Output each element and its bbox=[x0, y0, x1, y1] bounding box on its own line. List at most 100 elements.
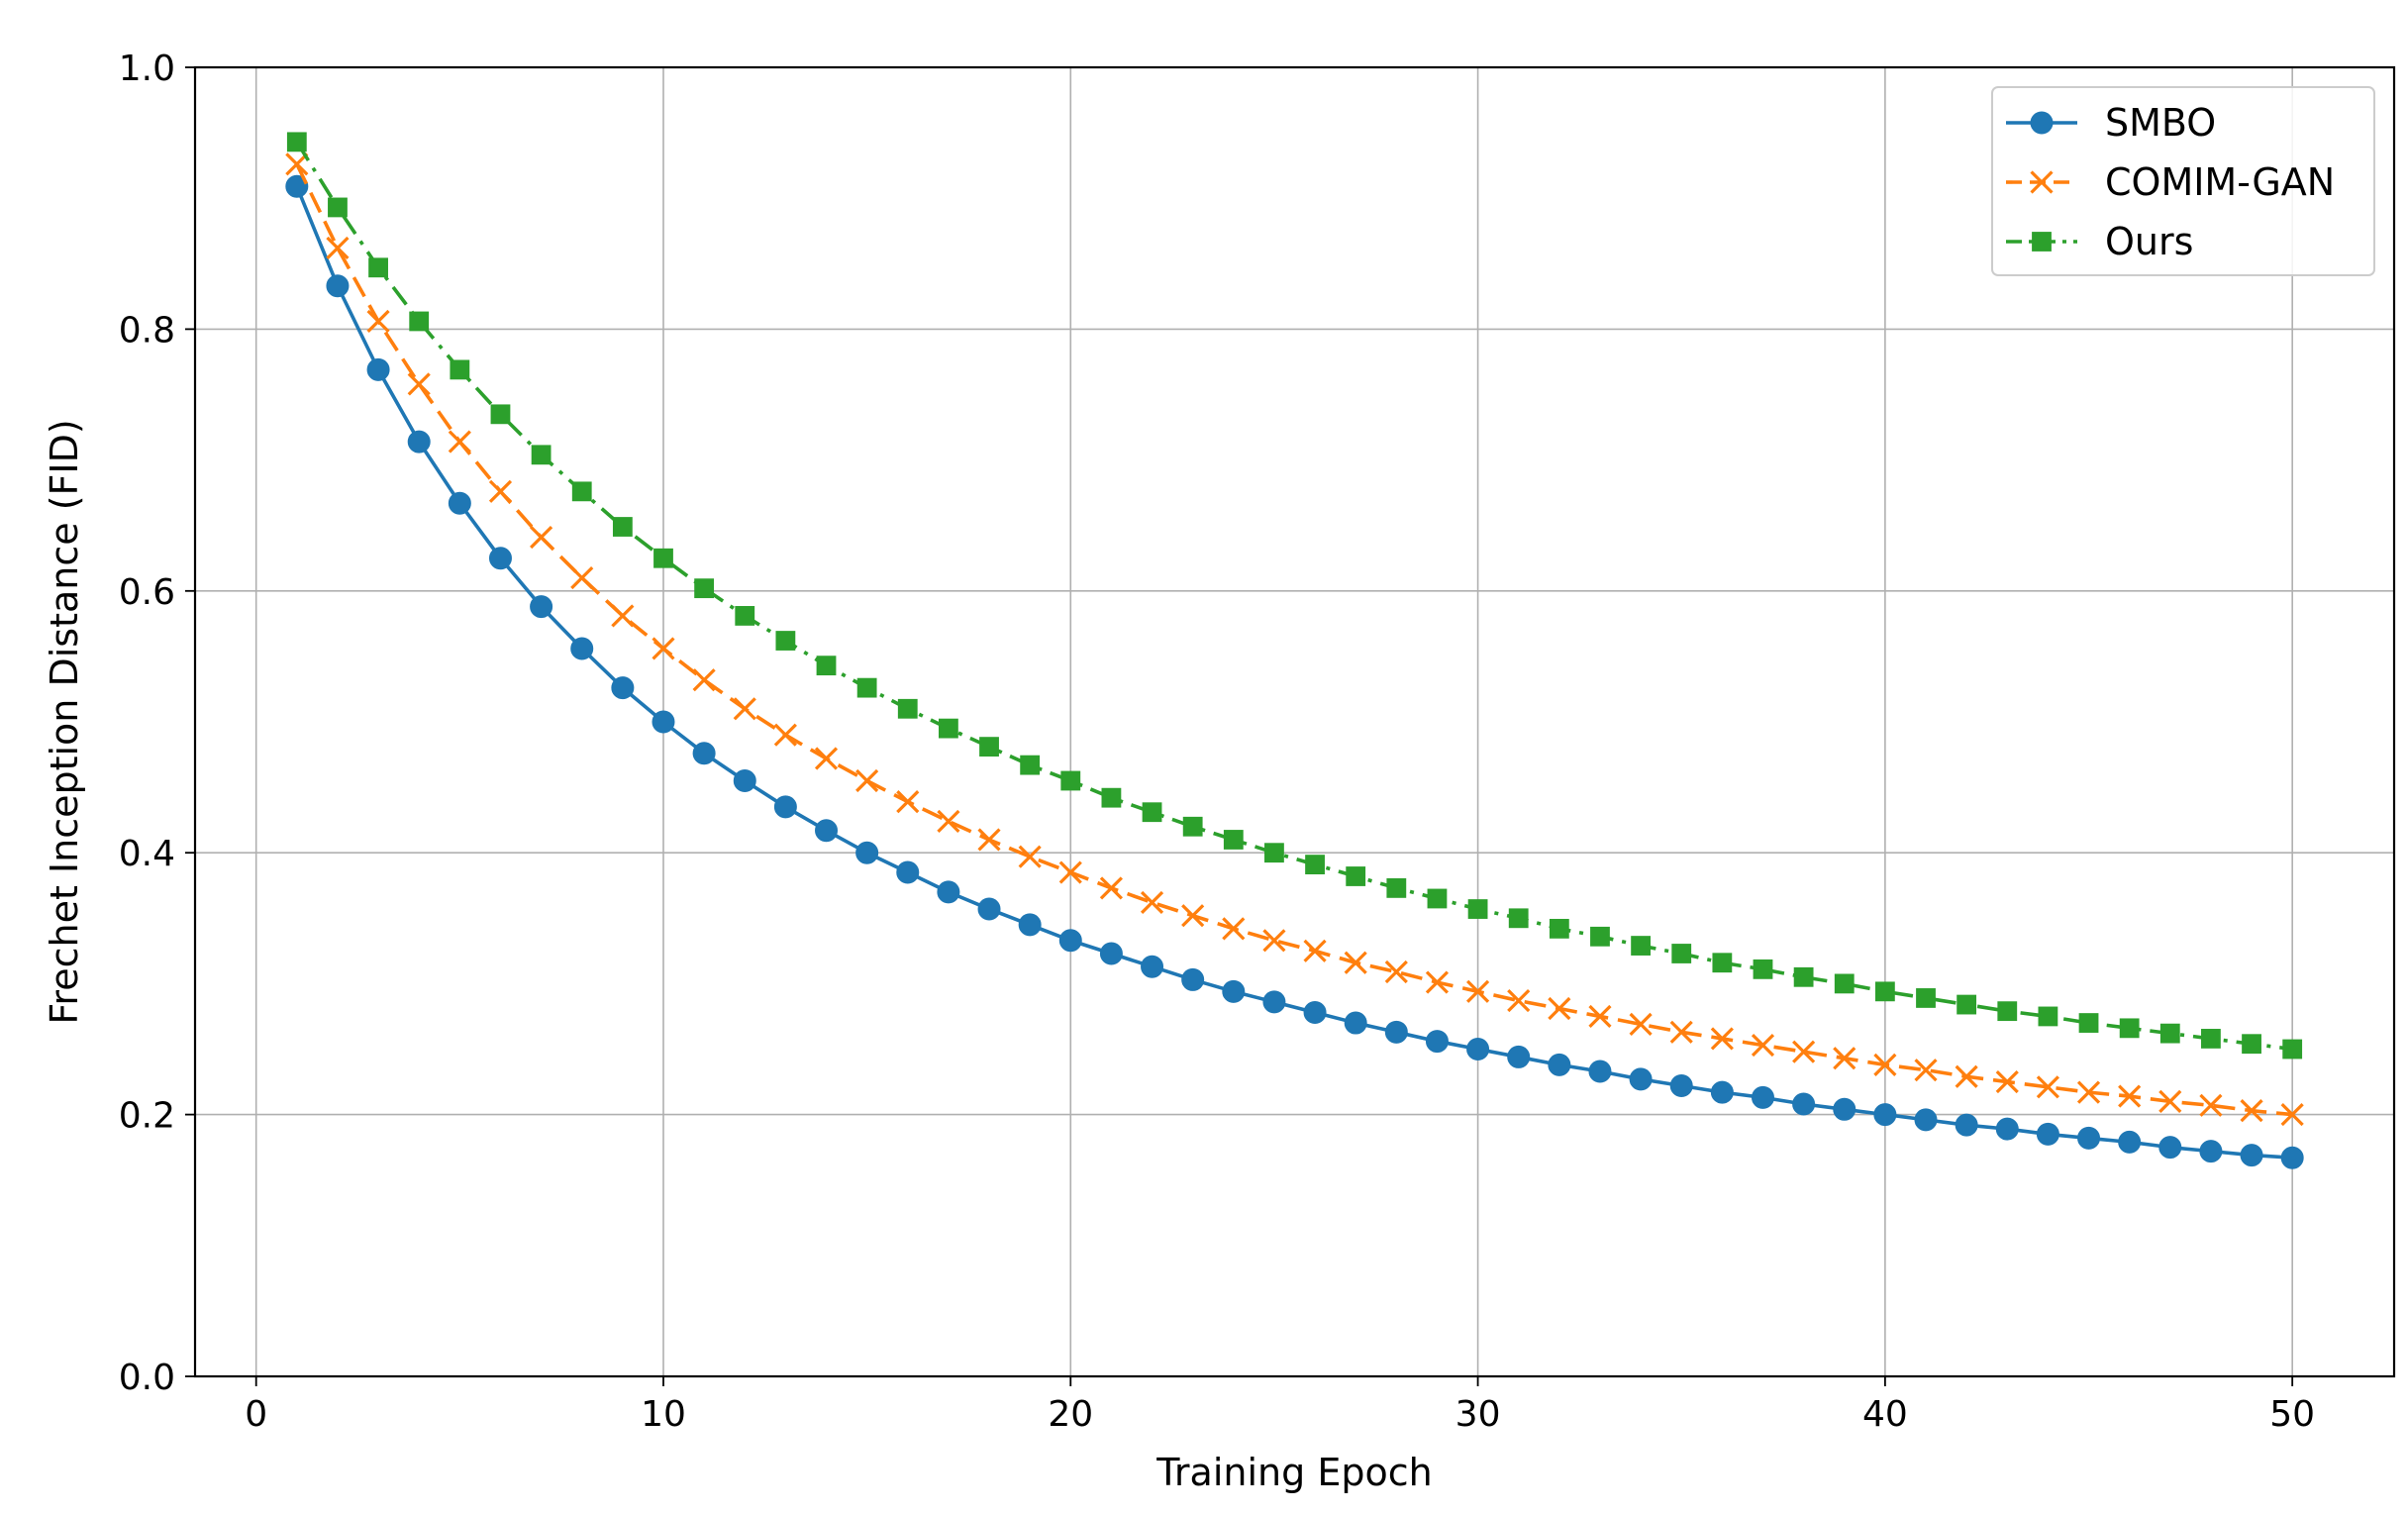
data-point bbox=[652, 637, 675, 660]
data-point bbox=[1099, 876, 1124, 900]
data-point bbox=[285, 152, 309, 176]
data-point bbox=[2030, 170, 2054, 194]
data-point bbox=[1997, 1001, 2018, 1022]
data-point bbox=[2118, 1130, 2142, 1154]
axes: 0 10 20 30 40 50 0.0 0.2 0.4 0.6 0.8 1.0 bbox=[119, 49, 2396, 1435]
data-point bbox=[1753, 959, 1773, 979]
data-point bbox=[328, 197, 348, 218]
data-point bbox=[1508, 908, 1529, 929]
x-tick-label: 30 bbox=[1455, 1394, 1501, 1435]
data-point bbox=[814, 747, 839, 770]
legend: SMBO COMIM-GAN Ours bbox=[1991, 86, 2375, 276]
legend-box bbox=[1991, 86, 2375, 276]
data-point bbox=[1020, 755, 1041, 775]
data-point bbox=[1874, 981, 1895, 1002]
data-point bbox=[1101, 787, 1122, 808]
data-point bbox=[977, 828, 1001, 852]
data-point bbox=[490, 404, 511, 425]
data-point bbox=[1262, 990, 1286, 1014]
data-point bbox=[1751, 1033, 1775, 1058]
data-point bbox=[1223, 830, 1244, 850]
data-point bbox=[2030, 111, 2054, 135]
data-point bbox=[1833, 1047, 1856, 1070]
data-point bbox=[937, 880, 960, 904]
data-point bbox=[2199, 1140, 2223, 1163]
data-point bbox=[1751, 1085, 1774, 1109]
data-point bbox=[1099, 942, 1123, 965]
y-tick-label: 1.0 bbox=[119, 49, 175, 89]
data-point bbox=[531, 445, 552, 465]
data-point bbox=[285, 174, 309, 198]
data-point bbox=[1588, 1060, 1612, 1083]
data-point bbox=[1303, 1000, 1327, 1024]
data-point bbox=[897, 698, 918, 719]
series-smbo bbox=[285, 174, 2304, 1169]
data-point bbox=[448, 491, 471, 515]
data-point bbox=[2159, 1023, 2180, 1044]
data-point bbox=[1588, 1004, 1612, 1029]
data-point bbox=[1671, 944, 1692, 963]
data-point bbox=[1710, 1027, 1734, 1051]
data-point bbox=[1712, 953, 1733, 973]
data-point bbox=[1793, 966, 1814, 987]
x-tick-label: 0 bbox=[245, 1394, 267, 1435]
series-layer bbox=[285, 132, 2304, 1169]
data-point bbox=[1914, 1059, 1938, 1082]
data-point bbox=[1425, 970, 1450, 994]
data-point bbox=[2240, 1099, 2263, 1123]
data-point bbox=[1873, 1053, 1897, 1076]
data-point bbox=[326, 236, 350, 260]
data-point bbox=[1549, 918, 1569, 939]
data-point bbox=[1142, 802, 1162, 823]
data-point bbox=[735, 606, 755, 626]
data-point bbox=[1629, 1012, 1653, 1036]
data-point bbox=[1305, 855, 1325, 874]
data-point bbox=[1346, 866, 1366, 886]
data-point bbox=[1058, 929, 1082, 953]
data-point bbox=[855, 768, 879, 793]
data-point bbox=[1507, 1045, 1531, 1068]
data-point bbox=[1060, 770, 1081, 791]
data-point bbox=[1467, 899, 1488, 919]
data-point bbox=[2032, 232, 2052, 252]
data-point bbox=[2158, 1136, 2182, 1160]
data-point bbox=[1629, 1067, 1653, 1091]
data-point bbox=[1995, 1069, 2019, 1094]
data-point bbox=[1833, 1097, 1856, 1121]
series-line bbox=[295, 141, 2293, 1052]
data-point bbox=[977, 897, 1001, 921]
data-point bbox=[1425, 1030, 1449, 1054]
data-point bbox=[1956, 994, 1977, 1015]
data-point bbox=[1669, 1074, 1693, 1098]
data-point bbox=[773, 723, 797, 747]
data-point bbox=[1792, 1040, 1816, 1063]
legend-entry: COMIM-GAN bbox=[2006, 160, 2335, 204]
data-point bbox=[1590, 926, 1610, 947]
data-point bbox=[1995, 1117, 2019, 1141]
data-point bbox=[1140, 890, 1164, 915]
data-point bbox=[326, 274, 350, 298]
data-point bbox=[1465, 979, 1490, 1003]
data-point bbox=[937, 809, 960, 834]
data-point bbox=[1955, 1064, 1978, 1088]
data-point bbox=[2036, 1075, 2059, 1099]
data-point bbox=[1222, 979, 1246, 1003]
data-point bbox=[368, 257, 388, 278]
data-point bbox=[2038, 1006, 2058, 1027]
x-tick-label: 50 bbox=[2269, 1394, 2315, 1435]
data-point bbox=[2078, 1013, 2099, 1033]
data-point bbox=[1303, 939, 1327, 962]
data-point bbox=[2242, 1034, 2261, 1055]
data-point bbox=[733, 697, 756, 721]
data-point bbox=[773, 795, 797, 819]
data-point bbox=[2282, 1039, 2303, 1060]
series-comim-gan bbox=[285, 152, 2304, 1127]
data-point bbox=[1384, 960, 1408, 984]
data-point bbox=[2119, 1018, 2140, 1039]
data-point bbox=[1834, 973, 1855, 994]
data-point bbox=[530, 595, 553, 619]
legend-entry: Ours bbox=[2006, 220, 2193, 263]
data-point bbox=[1264, 843, 1284, 863]
data-point bbox=[1916, 988, 1936, 1008]
